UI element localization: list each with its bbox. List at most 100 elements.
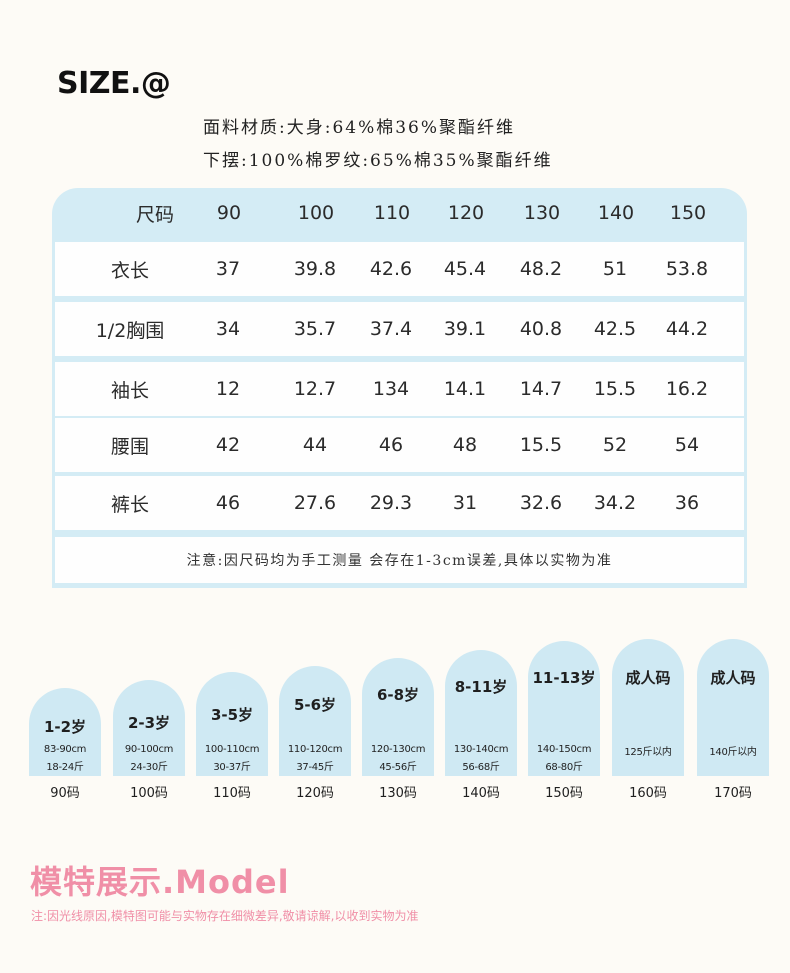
table-cell: 15.5 <box>519 434 563 456</box>
table-header-row: 尺码 90 100 110 120 130 140 150 <box>52 188 747 238</box>
card-age: 成人码 <box>625 669 671 687</box>
card-size: 140码 <box>462 786 500 801</box>
row-label: 袖长 <box>110 379 149 402</box>
card-age: 2-3岁 <box>127 714 171 732</box>
card-height: 140-150cm <box>536 744 592 755</box>
table-cell: 12 <box>215 378 241 400</box>
table-cell: 37 <box>215 258 241 280</box>
table-cell: 45.4 <box>443 258 487 280</box>
table-cell: 34.2 <box>593 492 637 514</box>
size-card: 8-11岁 130-140cm 56-68斤 <box>445 650 517 776</box>
size-card: 3-5岁 100-110cm 30-37斤 <box>196 672 268 776</box>
page-title: SIZE.@ <box>57 66 171 101</box>
table-cell: 42 <box>215 434 241 456</box>
card-size: 90码 <box>50 786 80 801</box>
card-weight: 45-56斤 <box>379 762 417 773</box>
header-cell: 120 <box>447 202 485 224</box>
hem-text: 下摆:100%棉罗纹:65%棉35%聚酯纤维 <box>203 151 553 171</box>
table-cell: 15.5 <box>593 378 637 400</box>
table-cell: 12.7 <box>293 378 337 400</box>
table-row: 1/2胸围 34 35.7 37.4 39.1 40.8 42.5 44.2 <box>55 302 744 356</box>
card-height: 130-140cm <box>453 744 509 755</box>
table-cell: 40.8 <box>519 318 563 340</box>
table-cell: 14.7 <box>519 378 563 400</box>
header-cell: 150 <box>669 202 707 224</box>
table-row: 衣长 37 39.8 42.6 45.4 48.2 51 53.8 <box>55 242 744 296</box>
table-cell: 39.1 <box>443 318 487 340</box>
card-size: 130码 <box>379 786 417 801</box>
card-weight: 18-24斤 <box>46 762 84 773</box>
material-text: 面料材质:大身:64%棉36%聚酯纤维 <box>203 118 516 138</box>
table-cell: 35.7 <box>293 318 337 340</box>
size-card: 成人码 125斤以内 <box>612 639 684 776</box>
table-row: 裤长 46 27.6 29.3 31 32.6 34.2 36 <box>55 476 744 530</box>
table-cell: 29.3 <box>369 492 413 514</box>
card-weight: 30-37斤 <box>213 762 251 773</box>
table-cell: 32.6 <box>519 492 563 514</box>
size-card: 1-2岁 83-90cm 18-24斤 <box>29 688 101 776</box>
card-weight: 56-68斤 <box>462 762 500 773</box>
card-age: 1-2岁 <box>43 718 87 736</box>
table-cell: 37.4 <box>369 318 413 340</box>
table-cell: 36 <box>674 492 700 514</box>
table-cell: 46 <box>215 492 241 514</box>
card-age: 11-13岁 <box>532 669 596 687</box>
table-cell: 53.8 <box>665 258 709 280</box>
size-card: 成人码 140斤以内 <box>697 639 769 776</box>
table-cell: 14.1 <box>443 378 487 400</box>
card-weight-limit: 125斤以内 <box>624 747 672 758</box>
table-cell: 44 <box>302 434 328 456</box>
table-cell: 42.6 <box>369 258 413 280</box>
card-size: 150码 <box>545 786 583 801</box>
card-size: 160码 <box>629 786 667 801</box>
row-label: 1/2胸围 <box>95 319 165 342</box>
card-height: 110-120cm <box>287 744 343 755</box>
size-card: 6-8岁 120-130cm 45-56斤 <box>362 658 434 776</box>
card-weight: 68-80斤 <box>545 762 583 773</box>
table-cell: 27.6 <box>293 492 337 514</box>
table-cell: 51 <box>602 258 628 280</box>
row-label: 衣长 <box>110 259 149 282</box>
table-cell: 134 <box>372 378 410 400</box>
table-cell: 34 <box>215 318 241 340</box>
card-height: 90-100cm <box>124 744 174 755</box>
card-height: 120-130cm <box>370 744 426 755</box>
card-weight: 37-45斤 <box>296 762 334 773</box>
size-card: 11-13岁 140-150cm 68-80斤 <box>528 641 600 776</box>
row-label: 腰围 <box>110 435 149 458</box>
header-cell: 140 <box>597 202 635 224</box>
card-age: 成人码 <box>710 669 756 687</box>
table-cell: 46 <box>378 434 404 456</box>
header-cell: 130 <box>523 202 561 224</box>
card-size: 120码 <box>296 786 334 801</box>
card-height: 100-110cm <box>204 744 260 755</box>
model-title: 模特展示.Model <box>30 863 290 901</box>
header-cell: 尺码 <box>135 203 174 226</box>
card-age: 6-8岁 <box>376 686 420 704</box>
card-size: 100码 <box>130 786 168 801</box>
table-cell: 48.2 <box>519 258 563 280</box>
table-cell: 52 <box>602 434 628 456</box>
table-cell: 31 <box>452 492 478 514</box>
card-age: 3-5岁 <box>210 706 254 724</box>
table-row: 袖长 12 12.7 134 14.1 14.7 15.5 16.2 <box>55 362 744 416</box>
table-cell: 39.8 <box>293 258 337 280</box>
table-cell: 48 <box>452 434 478 456</box>
card-size: 110码 <box>213 786 251 801</box>
table-row: 腰围 42 44 46 48 15.5 52 54 <box>55 418 744 472</box>
table-note: 注意:因尺码均为手工测量 会存在1-3cm误差,具体以实物为准 <box>55 537 744 583</box>
card-size: 170码 <box>714 786 752 801</box>
table-cell: 42.5 <box>593 318 637 340</box>
card-age: 5-6岁 <box>293 696 337 714</box>
header-cell: 110 <box>373 202 411 224</box>
card-weight: 24-30斤 <box>130 762 168 773</box>
table-cell: 54 <box>674 434 700 456</box>
card-weight-limit: 140斤以内 <box>709 747 757 758</box>
header-cell: 100 <box>297 202 335 224</box>
row-label: 裤长 <box>110 493 149 516</box>
card-age: 8-11岁 <box>454 678 508 696</box>
card-height: 83-90cm <box>43 744 87 755</box>
table-cell: 44.2 <box>665 318 709 340</box>
size-card: 2-3岁 90-100cm 24-30斤 <box>113 680 185 776</box>
table-cell: 16.2 <box>665 378 709 400</box>
